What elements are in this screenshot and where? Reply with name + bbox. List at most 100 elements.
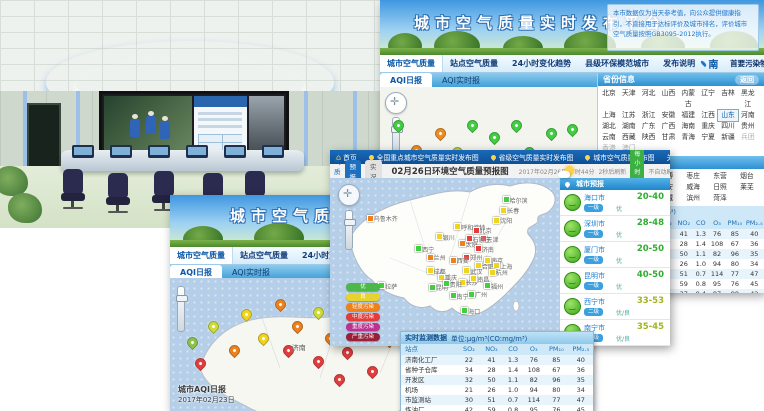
city-marker[interactable]: 济南 xyxy=(474,245,494,254)
city-marker[interactable]: 武汉 xyxy=(463,267,482,276)
city-link[interactable]: 日照 xyxy=(713,183,727,191)
tab-aqi-daily[interactable]: AQI日报 xyxy=(380,73,432,87)
province-link[interactable]: 安徽 xyxy=(661,111,676,119)
aqi-pin[interactable] xyxy=(226,342,243,358)
province-link[interactable]: 吉林 xyxy=(721,89,735,97)
live-button[interactable]: 实况 xyxy=(365,160,382,182)
aqi-pin[interactable] xyxy=(464,117,481,134)
province-link[interactable]: 陕西 xyxy=(641,133,656,141)
china-map[interactable]: 乌鲁木齐拉萨西宁兰州银川呼和浩特太原北京天津石家庄济南郑州西安成都重庆武汉长沙南… xyxy=(330,178,560,346)
city-marker[interactable]: 海口 xyxy=(461,307,480,316)
city-marker[interactable]: 昆明 xyxy=(428,283,448,292)
forecast-button[interactable]: 预报 xyxy=(344,160,361,182)
city-marker[interactable]: 郑州 xyxy=(463,253,482,262)
tab-aqi-daily[interactable]: AQI日报 xyxy=(170,265,222,279)
nav-model-city[interactable]: 县级环保模范城市 xyxy=(585,59,650,68)
province-link[interactable]: 海南 xyxy=(681,122,696,130)
province-link[interactable]: 辽宁 xyxy=(701,89,715,97)
city-forecast-item[interactable]: 海口市 20-40 一级 优 xyxy=(560,190,670,216)
aqi-pin[interactable] xyxy=(331,371,348,388)
province-link[interactable]: 黑龙江 xyxy=(741,89,755,108)
city-link[interactable]: 枣庄 xyxy=(686,172,700,180)
city-link[interactable]: 烟台 xyxy=(740,172,754,180)
province-link[interactable]: 福建 xyxy=(681,111,696,119)
city-marker[interactable]: 银川 xyxy=(435,233,455,242)
city-marker[interactable]: 西安 xyxy=(449,256,469,265)
province-link[interactable]: 广东 xyxy=(641,122,656,130)
city-forecast-item[interactable]: 深圳市 28-48 一级 优 xyxy=(560,216,670,242)
aqi-pin[interactable] xyxy=(432,125,448,142)
province-link[interactable]: 上海 xyxy=(602,111,616,119)
map-zoom-slider[interactable] xyxy=(176,286,188,332)
nav-about[interactable]: 关于 xyxy=(666,154,670,162)
city-marker[interactable]: 呼和浩特 xyxy=(454,223,485,232)
province-link[interactable]: 四川 xyxy=(721,122,735,130)
aqi-pin[interactable] xyxy=(310,354,327,370)
nav-home[interactable]: ⌂ 首页 xyxy=(336,152,357,163)
province-link[interactable]: 浙江 xyxy=(641,111,656,119)
nav-province-map[interactable]: 省级空气质量实时发布图 xyxy=(485,150,580,164)
city-link[interactable]: 莱芜 xyxy=(740,183,754,191)
aqi-pin[interactable] xyxy=(239,306,255,322)
province-link[interactable]: 云南 xyxy=(602,133,616,141)
aqi-pin[interactable] xyxy=(205,318,222,334)
map-compass-control[interactable] xyxy=(338,184,360,206)
city-marker[interactable]: 福州 xyxy=(484,282,503,291)
map-zoom-slider[interactable] xyxy=(344,210,356,250)
map-compass-control[interactable] xyxy=(385,92,407,114)
province-link[interactable]: 澳门 xyxy=(621,144,636,152)
aqi-pin[interactable] xyxy=(289,318,306,334)
city-marker[interactable]: 乌鲁木齐 xyxy=(366,214,398,223)
province-link[interactable]: 湖北 xyxy=(602,122,616,130)
province-link[interactable]: 新疆 xyxy=(721,133,735,141)
nav-station-aqi[interactable]: 站点空气质量 xyxy=(450,59,498,68)
province-link[interactable]: 贵州 xyxy=(741,122,755,130)
province-link[interactable]: 湖南 xyxy=(621,122,636,130)
province-link[interactable]: 天津 xyxy=(621,89,636,97)
city-marker[interactable]: 兰州 xyxy=(426,253,446,262)
aqi-pin[interactable] xyxy=(543,125,559,142)
aqi-pin[interactable] xyxy=(339,344,356,361)
aqi-pin[interactable] xyxy=(255,330,272,346)
city-marker[interactable]: 南宁 xyxy=(449,292,469,301)
city-marker[interactable]: 广州 xyxy=(468,290,487,299)
zoom-knob[interactable] xyxy=(176,295,188,302)
city-marker[interactable]: 合肥 xyxy=(474,262,494,271)
city-marker[interactable]: 长沙 xyxy=(458,278,478,287)
province-link[interactable]: 河北 xyxy=(641,89,656,97)
city-marker[interactable]: 杭州 xyxy=(488,268,508,277)
city-marker[interactable]: 重庆 xyxy=(438,273,457,282)
province-link[interactable]: 广西 xyxy=(661,122,676,130)
province-link[interactable]: 山西 xyxy=(661,89,676,97)
aqi-pin[interactable] xyxy=(192,355,209,372)
province-link[interactable]: 江西 xyxy=(701,111,715,119)
province-link[interactable]: 西藏 xyxy=(621,133,636,141)
province-link[interactable]: 兵团 xyxy=(741,133,755,141)
aqi-pin[interactable] xyxy=(272,296,289,313)
zoom-knob[interactable] xyxy=(344,219,356,226)
city-link[interactable]: 东营 xyxy=(713,172,727,180)
city-marker[interactable]: 沈阳 xyxy=(493,216,512,225)
city-marker[interactable]: 哈尔滨 xyxy=(502,196,528,205)
tab-aqi-realtime[interactable]: AQI实时报 xyxy=(231,267,270,277)
city-marker[interactable]: 西宁 xyxy=(415,245,434,254)
city-marker[interactable]: 北京 xyxy=(472,226,492,235)
nav-national-map[interactable]: 全国重点城市空气质量实时发布图 xyxy=(363,150,485,164)
city-marker[interactable]: 成都 xyxy=(426,267,446,276)
aqi-pin[interactable] xyxy=(310,304,327,321)
nav-city-map[interactable]: 城市空气质量发布图 xyxy=(579,150,660,164)
province-link[interactable]: 河南 xyxy=(741,111,755,119)
back-button[interactable]: 返回 xyxy=(735,74,759,85)
tab-aqi-realtime[interactable]: AQI实时报 xyxy=(441,75,480,85)
city-forecast-item[interactable]: 厦门市 20-50 一级 优 xyxy=(560,242,670,268)
city-marker[interactable]: 上海 xyxy=(493,262,512,271)
aqi-pin[interactable] xyxy=(365,363,381,380)
city-link[interactable]: 菏泽 xyxy=(713,194,727,202)
city-marker[interactable]: 贵阳 xyxy=(442,280,462,289)
nav-release-notes[interactable]: 发布说明 xyxy=(663,59,696,68)
city-forecast-item[interactable]: 昆明市 40-50 一级 优 xyxy=(560,268,670,294)
city-marker[interactable]: 南京 xyxy=(484,256,503,265)
aqi-pin[interactable] xyxy=(565,121,581,138)
province-link[interactable]: 山东 xyxy=(717,109,739,122)
province-link[interactable]: 香港 xyxy=(602,144,616,152)
